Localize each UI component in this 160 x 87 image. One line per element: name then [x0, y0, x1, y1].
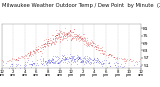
Text: Milwaukee Weather Outdoor Temp / Dew Point  by Minute  (24 Hours) (Alternate): Milwaukee Weather Outdoor Temp / Dew Poi…	[2, 3, 160, 8]
